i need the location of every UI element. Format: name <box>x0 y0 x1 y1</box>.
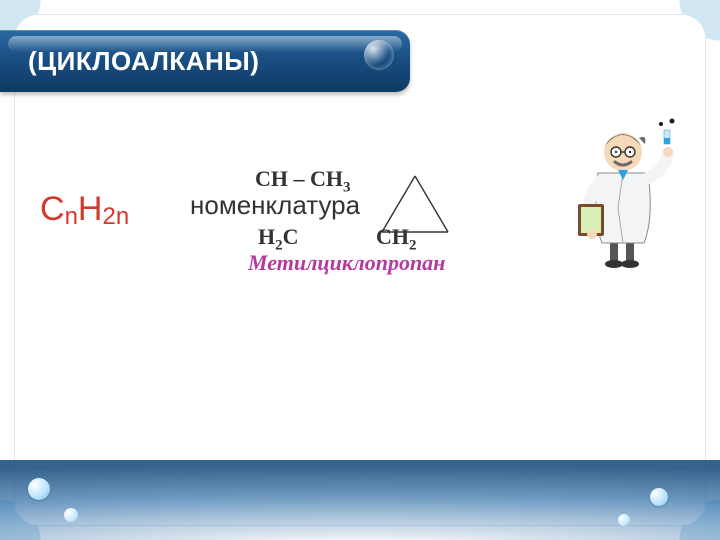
bottom-band <box>0 460 720 540</box>
bubble-icon <box>28 478 50 500</box>
formula-2: 2 <box>102 203 115 230</box>
chem-right-CH: CH <box>376 224 409 249</box>
formula-n2: n <box>116 203 129 230</box>
chem-left-H: H <box>258 224 275 249</box>
general-formula: CnH2n <box>40 190 129 229</box>
content-area: CnH2n CH – CH3 номенклатура H2C CH2 Мети… <box>0 0 720 540</box>
bubble-icon <box>618 514 630 526</box>
chem-left-C: C <box>283 224 299 249</box>
scientist-icon <box>568 118 678 268</box>
compound-name: Метилциклопропан <box>248 250 445 276</box>
chem-top-text: CH – CH <box>255 166 343 191</box>
nomenclature-label: номенклатура <box>190 190 360 221</box>
bubble-icon <box>650 488 668 506</box>
bubble-icon <box>64 508 78 522</box>
formula-n1: n <box>65 203 78 230</box>
formula-H: H <box>78 190 103 228</box>
formula-C: C <box>40 190 65 228</box>
